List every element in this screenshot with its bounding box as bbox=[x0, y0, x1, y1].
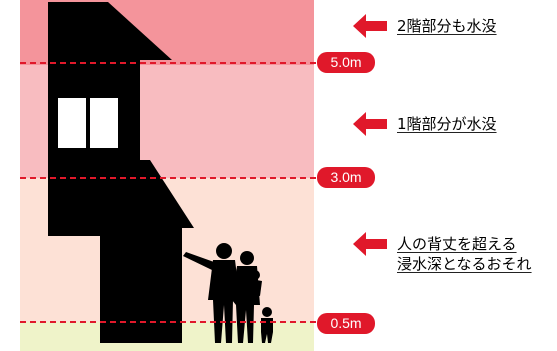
note-text: 1階部分が水没 bbox=[397, 114, 497, 134]
left-arrow-icon bbox=[353, 232, 387, 256]
house-silhouette bbox=[48, 2, 194, 343]
note-text: 人の背丈を超える 浸水深となるおそれ bbox=[397, 234, 532, 274]
left-arrow-icon bbox=[353, 112, 387, 136]
note-line: 1階部分が水没 bbox=[397, 115, 497, 133]
note-line: 人の背丈を超える bbox=[397, 235, 517, 253]
level-line-3m bbox=[20, 177, 316, 179]
note-line: 2階部分も水没 bbox=[397, 17, 497, 35]
level-line-5m bbox=[20, 62, 316, 64]
level-badge-05m: 0.5m bbox=[317, 313, 375, 334]
level-line-05m bbox=[20, 321, 316, 323]
note-line: 浸水深となるおそれ bbox=[397, 255, 532, 273]
level-badge-3m: 3.0m bbox=[317, 167, 375, 188]
note-text: 2階部分も水没 bbox=[397, 16, 497, 36]
level-badge-5m: 5.0m bbox=[317, 52, 375, 73]
left-arrow-icon bbox=[353, 14, 387, 38]
people-silhouette bbox=[183, 243, 273, 343]
